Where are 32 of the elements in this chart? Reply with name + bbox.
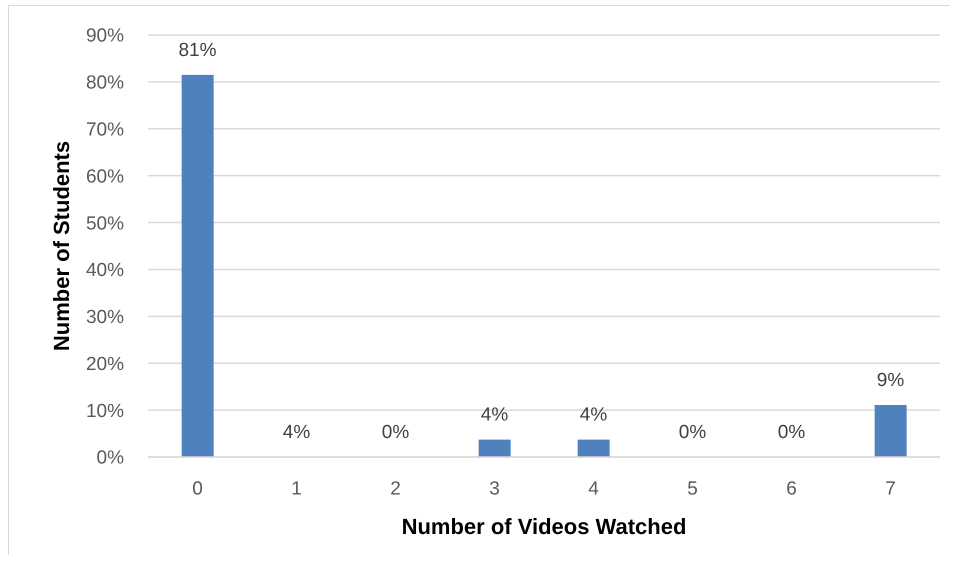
annotation: 9% xyxy=(876,370,904,391)
x-tick-label: 6 xyxy=(786,478,797,500)
bar xyxy=(478,440,511,457)
y-tick-label: 10% xyxy=(86,400,124,422)
y-tick-label: 80% xyxy=(86,72,124,94)
y-tick-label: 0% xyxy=(96,448,124,469)
y-tick-label: 50% xyxy=(86,213,124,234)
y-tick-label: 30% xyxy=(86,307,124,328)
y-tick-label: 40% xyxy=(86,260,124,282)
x-tick-label: 2 xyxy=(390,478,401,500)
bar xyxy=(874,404,907,457)
annotation: 4% xyxy=(282,422,310,443)
bar xyxy=(182,74,214,457)
y-tick-label: 20% xyxy=(86,354,124,375)
x-tick-label: 7 xyxy=(885,478,896,500)
x-tick-label: 0 xyxy=(192,478,203,500)
x-tick-label: 1 xyxy=(291,478,302,500)
y-tick-label: 60% xyxy=(86,166,124,188)
data-label: 4% xyxy=(480,404,508,426)
y-axis-title: Number of Students xyxy=(48,140,74,352)
data-label: 0% xyxy=(778,422,806,443)
y-tick-label: 90% xyxy=(86,26,124,47)
x-tick-label: 4 xyxy=(588,478,600,500)
data-label: 4% xyxy=(580,404,608,426)
data-label: 81% xyxy=(178,40,217,61)
x-axis-title: Number of Videos Watched xyxy=(402,514,686,539)
bar xyxy=(578,440,610,457)
y-tick-label: 70% xyxy=(86,120,124,141)
x-tick-label: 3 xyxy=(489,478,500,500)
data-label: 0% xyxy=(382,422,410,443)
data-label: 0% xyxy=(678,422,706,443)
x-tick-label: 5 xyxy=(687,478,698,500)
